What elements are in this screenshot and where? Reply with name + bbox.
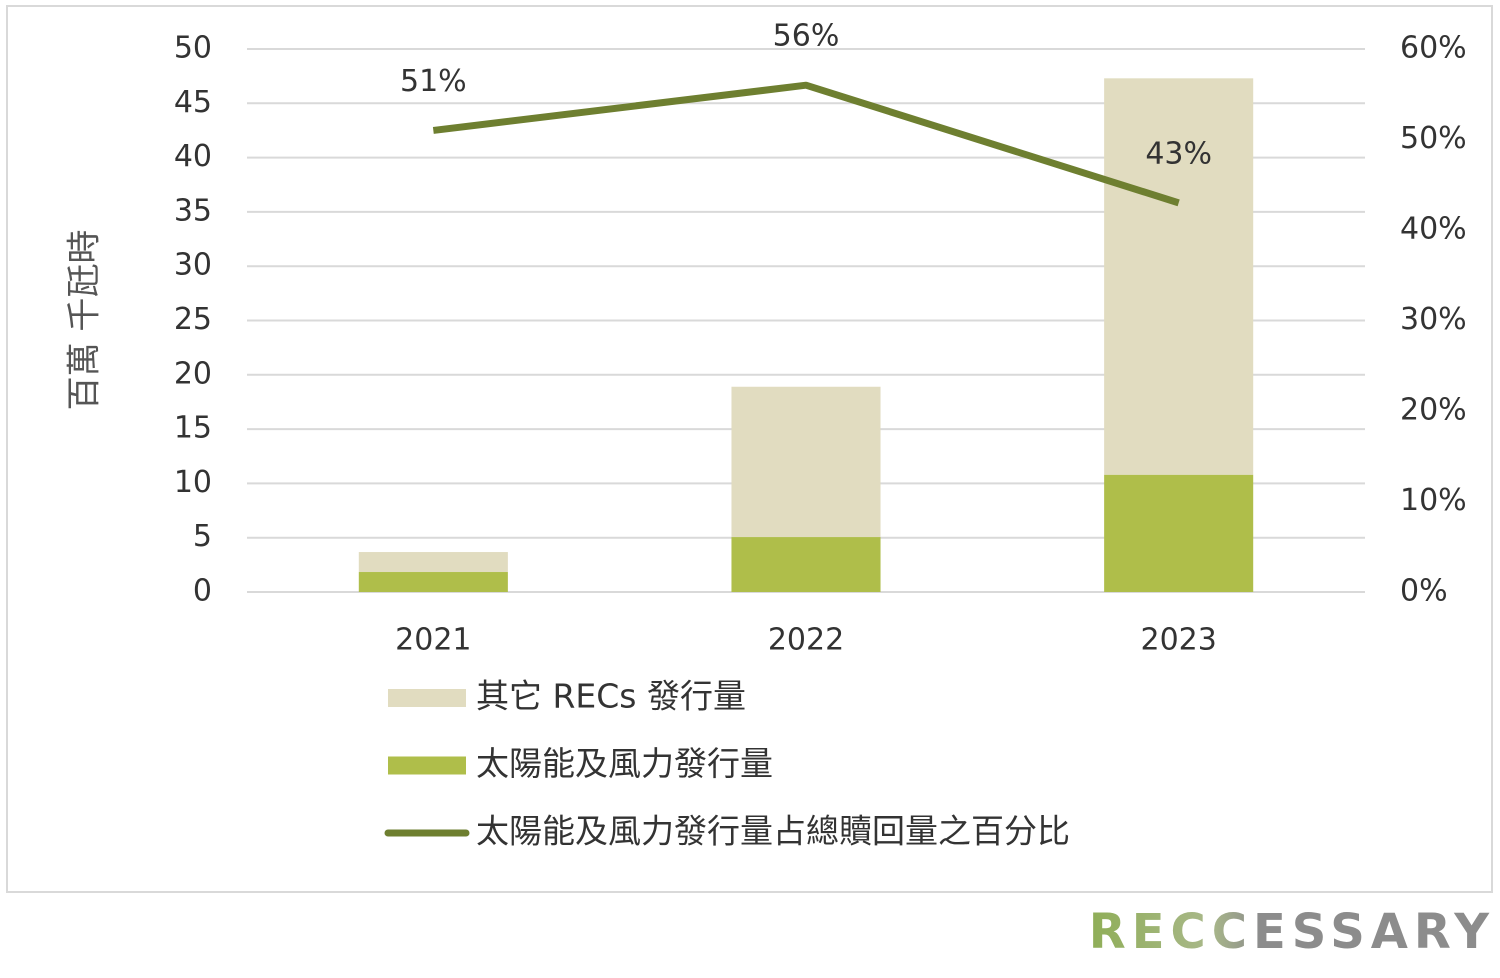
chart-frame [6,5,1493,893]
bar [358,572,508,592]
y-axis-label: 百萬 千瓩時 [65,230,105,411]
x-tick-label: 2021 [395,623,471,658]
y2-tick-label: 40% [1400,212,1467,247]
x-tick-label: 2022 [768,623,844,658]
y2-tick-label: 0% [1400,574,1448,609]
data-label: 51% [400,64,467,99]
y-tick-label: 10 [174,465,212,500]
data-label: 56% [773,19,840,54]
y-tick-label: 20 [174,356,212,391]
y2-tick-label: 60% [1400,31,1467,66]
legend-label: 太陽能及風力發行量 [476,744,773,783]
line [432,81,1180,207]
x-tick-label: 2023 [1140,623,1216,658]
bar [731,386,881,538]
brand: RECCESSARY [1089,904,1495,960]
y-tick-label: 50 [174,31,212,66]
y-tick-label: 30 [174,248,212,283]
legend-label: 太陽能及風力發行量占總贖回量之百分比 [476,812,1070,851]
y-tick-label: 40 [174,139,212,174]
bar [1104,78,1254,475]
y-tick-label: 0 [193,574,212,609]
bar [358,552,508,573]
y2-tick-label: 10% [1400,483,1467,518]
legend-label: 其它 RECs 發行量 [476,677,746,716]
y2-tick-label: 50% [1400,121,1467,156]
bar [1104,474,1254,592]
legend-swatch [388,689,466,707]
y-tick-label: 15 [174,411,212,446]
legend-swatch [388,756,466,775]
y2-tick-label: 30% [1400,302,1467,337]
y2-tick-label: 20% [1400,393,1467,428]
y-tick-label: 25 [174,302,212,337]
bar [731,537,881,592]
y-tick-label: 35 [174,193,212,228]
y-tick-label: 45 [174,85,212,120]
y-tick-label: 5 [193,519,212,554]
data-label: 43% [1145,136,1212,171]
